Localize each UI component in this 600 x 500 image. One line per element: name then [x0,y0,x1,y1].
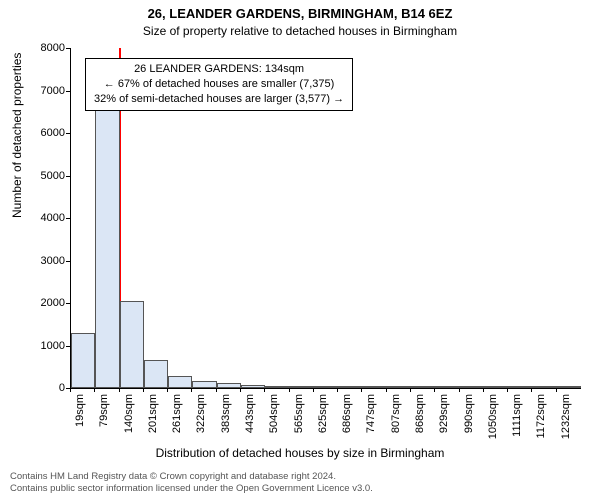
y-tick-label: 3000 [30,255,65,267]
chart-subtitle: Size of property relative to detached ho… [0,24,600,38]
chart-title: 26, LEANDER GARDENS, BIRMINGHAM, B14 6EZ [0,6,600,21]
x-tick-label: 504sqm [268,394,280,444]
y-tick-label: 2000 [30,297,65,309]
x-tick-mark [531,388,532,392]
y-tick-mark [66,303,70,304]
y-tick-label: 5000 [30,170,65,182]
footer-line-1: Contains HM Land Registry data © Crown c… [10,471,590,482]
y-tick-label: 0 [30,382,65,394]
x-tick-label: 140sqm [123,394,135,444]
x-tick-label: 686sqm [341,394,353,444]
histogram-bar [532,386,556,388]
x-tick-mark [143,388,144,392]
histogram-bar [387,386,411,388]
histogram-bar [460,386,484,388]
y-tick-mark [66,261,70,262]
histogram-bar [120,301,144,388]
y-tick-label: 8000 [30,42,65,54]
x-tick-label: 565sqm [293,394,305,444]
y-tick-label: 1000 [30,340,65,352]
x-tick-mark [483,388,484,392]
histogram-bar [435,386,459,388]
histogram-bar [362,386,386,388]
chart-container: 26, LEANDER GARDENS, BIRMINGHAM, B14 6EZ… [0,0,600,500]
x-tick-label: 807sqm [390,394,402,444]
x-tick-mark [191,388,192,392]
histogram-bar [144,360,168,388]
x-tick-mark [289,388,290,392]
x-tick-label: 322sqm [195,394,207,444]
y-tick-mark [66,48,70,49]
x-tick-mark [167,388,168,392]
x-tick-label: 1050sqm [487,394,499,444]
histogram-bar [192,381,216,388]
histogram-bar [290,386,314,388]
x-tick-mark [337,388,338,392]
annotation-line-3: 32% of semi-detached houses are larger (… [94,92,344,107]
x-tick-label: 79sqm [98,394,110,444]
x-tick-label: 868sqm [414,394,426,444]
histogram-bar [217,383,241,388]
y-tick-label: 4000 [30,212,65,224]
histogram-bar [71,333,95,388]
y-tick-mark [66,91,70,92]
annotation-line-1: 26 LEANDER GARDENS: 134sqm [94,62,344,77]
x-tick-mark [264,388,265,392]
x-tick-label: 443sqm [244,394,256,444]
x-tick-mark [434,388,435,392]
x-tick-mark [240,388,241,392]
x-tick-label: 383sqm [220,394,232,444]
x-tick-label: 990sqm [463,394,475,444]
x-tick-mark [556,388,557,392]
x-axis-label: Distribution of detached houses by size … [0,446,600,460]
y-tick-mark [66,346,70,347]
x-tick-label: 1111sqm [511,394,523,444]
histogram-bar [411,386,435,388]
histogram-bar [168,376,192,388]
x-tick-label: 201sqm [147,394,159,444]
histogram-bar [241,385,265,388]
x-tick-mark [410,388,411,392]
x-tick-label: 261sqm [171,394,183,444]
x-tick-mark [313,388,314,392]
annotation-box: 26 LEANDER GARDENS: 134sqm ← 67% of deta… [85,58,353,111]
x-tick-mark [459,388,460,392]
x-tick-mark [361,388,362,392]
histogram-bar [557,386,581,388]
y-tick-label: 6000 [30,127,65,139]
histogram-bar [314,386,338,388]
y-axis-label: Number of detached properties [10,53,24,218]
x-tick-mark [386,388,387,392]
x-tick-label: 19sqm [74,394,86,444]
histogram-bar [484,386,508,388]
y-tick-label: 7000 [30,85,65,97]
histogram-bar [338,386,362,388]
x-tick-label: 1232sqm [560,394,572,444]
x-tick-label: 625sqm [317,394,329,444]
histogram-bar [95,101,119,388]
x-tick-mark [119,388,120,392]
histogram-bar [265,386,289,388]
y-tick-mark [66,176,70,177]
attribution-footer: Contains HM Land Registry data © Crown c… [10,471,590,494]
x-tick-label: 747sqm [365,394,377,444]
annotation-line-2: ← 67% of detached houses are smaller (7,… [94,77,344,92]
x-tick-mark [216,388,217,392]
footer-line-2: Contains public sector information licen… [10,483,590,494]
y-tick-mark [66,218,70,219]
x-tick-mark [70,388,71,392]
x-tick-mark [94,388,95,392]
y-tick-mark [66,133,70,134]
x-tick-label: 1172sqm [535,394,547,444]
histogram-bar [508,386,532,388]
x-tick-label: 929sqm [438,394,450,444]
x-tick-mark [507,388,508,392]
